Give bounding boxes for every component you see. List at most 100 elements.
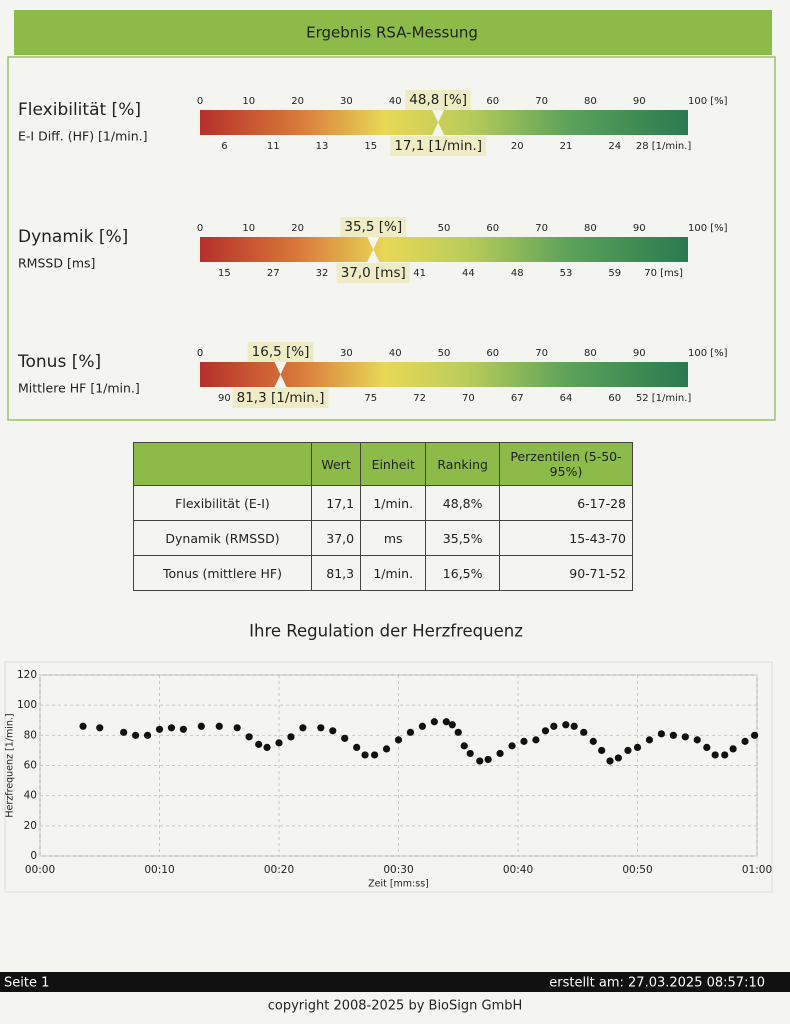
data-point (645, 736, 654, 744)
created-date: erstellt am: 27.03.2025 08:57:10 (549, 976, 765, 991)
data-point (466, 749, 474, 758)
table-cell: Dynamik (RMSSD) (133, 520, 312, 556)
data-point (532, 736, 540, 744)
gauge-title: Flexibilität [%] (18, 100, 141, 120)
data-point (550, 722, 558, 730)
data-point (681, 733, 689, 741)
data-point (406, 728, 415, 736)
table-cell: 81,3 (310, 555, 362, 591)
data-point (721, 751, 729, 759)
data-point (255, 740, 263, 748)
data-point (476, 757, 484, 765)
table-cell: 6-17-28 (499, 485, 633, 521)
y-tick-label: 80 (24, 729, 37, 741)
header-row: Wert Einheit Ranking Perzentilen (5-50-95%) (133, 442, 633, 486)
marker-notch (367, 237, 380, 250)
gauge-bar (200, 110, 688, 135)
table-cell: 15-43-70 (499, 520, 633, 556)
header-cell (133, 442, 312, 486)
page-number: Seite 1 (4, 976, 49, 991)
chart-title: Ihre Regulation der Herzfrequenz (249, 622, 523, 641)
header-title: Ergebnis RSA-Messung (306, 24, 478, 42)
data-point (418, 722, 426, 730)
bottom-tick-label: 53 (560, 268, 573, 279)
data-point (197, 722, 205, 730)
header-cell: Wert (310, 442, 362, 486)
marker-notch (432, 110, 445, 123)
table-cell: ms (360, 520, 427, 556)
data-point (233, 724, 241, 732)
top-tick-label: 50 (438, 223, 451, 234)
top-tick-label: 70 (535, 96, 548, 107)
data-point (448, 721, 456, 729)
data-point (711, 751, 719, 759)
top-tick-label: 80 (584, 96, 597, 107)
data-point (329, 727, 337, 735)
footer-bar (0, 972, 790, 992)
top-tick-label: 60 (486, 223, 499, 234)
x-tick-label: 01:00 (742, 864, 772, 876)
top-tick-label: 30 (340, 96, 353, 107)
data-point (751, 731, 759, 739)
top-tick-label: 20 (291, 223, 304, 234)
x-axis-label: Zeit [mm:ss] (368, 879, 429, 890)
top-tick-label: 60 (486, 96, 499, 107)
table-row: Tonus (mittlere HF) 81,3 1/min. 16,5% 90-71-… (133, 555, 633, 591)
bottom-tick-label: 28 [1/min.] (636, 141, 692, 152)
bottom-tick-label: 21 (560, 141, 573, 152)
data-point (657, 730, 666, 738)
data-point (460, 742, 468, 750)
data-point (598, 746, 606, 755)
header-cell: Einheit (360, 442, 427, 486)
bottom-tick-label: 70 (462, 393, 475, 404)
top-tick-label: 70 (535, 348, 548, 359)
bottom-tick-label: 32 (316, 268, 329, 279)
chart-frame (4, 661, 773, 893)
data-point (520, 737, 528, 745)
x-tick-label: 00:20 (264, 864, 294, 876)
marker-label: 17,1 [1/min.] (394, 138, 482, 154)
y-tick-label: 100 (17, 699, 37, 711)
data-point (508, 742, 516, 750)
top-tick-label: 60 (486, 348, 499, 359)
header-bar (14, 10, 772, 55)
bottom-tick-label: 20 (511, 141, 524, 152)
data-point (132, 731, 140, 739)
bottom-tick-label: 27 (267, 268, 280, 279)
y-tick-label: 40 (24, 790, 37, 802)
bottom-tick-label: 44 (462, 268, 475, 279)
bottom-tick-label: 75 (364, 393, 377, 404)
data-point (669, 731, 677, 739)
bottom-tick-label: 48 (511, 268, 524, 279)
data-point (143, 731, 152, 739)
y-tick-label: 120 (17, 669, 37, 681)
data-point (275, 739, 283, 747)
data-point (729, 745, 737, 753)
data-point (741, 737, 749, 745)
bottom-tick-label: 41 (413, 268, 426, 279)
marker-label: 37,0 [ms] (341, 265, 406, 281)
top-tick-label: 80 (584, 348, 597, 359)
data-point (179, 725, 187, 733)
top-tick-label: 100 [%] (688, 223, 728, 234)
data-point (614, 754, 622, 762)
data-point (580, 728, 588, 736)
data-point (624, 746, 632, 755)
table-cell: Tonus (mittlere HF) (133, 555, 312, 591)
results-table: Wert Einheit Ranking Perzentilen (5-50-95%)… (133, 442, 633, 591)
data-point (120, 728, 128, 736)
top-tick-label: 0 (197, 96, 203, 107)
data-point (633, 743, 642, 752)
copyright: copyright 2008-2025 by BioSign GmbH (268, 999, 523, 1014)
gauge-title: Tonus [%] (17, 352, 101, 372)
data-point (341, 734, 349, 742)
table-row: Dynamik (RMSSD) 37,0 ms 35,5% 15-43-70 (133, 520, 633, 556)
gauge-subtitle: Mittlere HF [1/min.] (18, 381, 140, 396)
data-point (155, 725, 164, 733)
marker-label-bg (232, 388, 329, 408)
gauge-box (7, 56, 776, 421)
y-axis-label: Herzfrequenz [1/min.] (5, 713, 16, 817)
marker-label: 16,5 [%] (252, 344, 310, 360)
